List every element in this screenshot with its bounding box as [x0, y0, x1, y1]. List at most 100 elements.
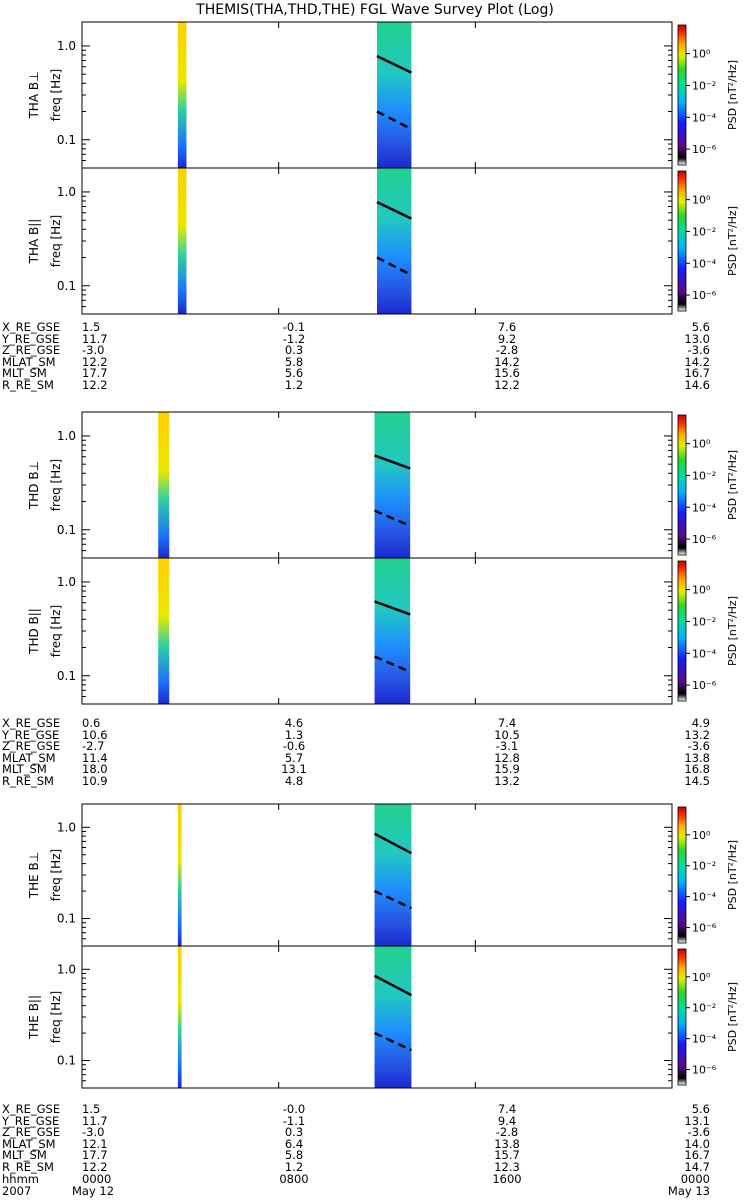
freq-axis-label: freq [Hz]: [49, 991, 63, 1043]
colorbar-label: PSD [nT²/Hz]: [726, 596, 739, 666]
ephemeris-value: 13.2: [684, 727, 710, 742]
solid-frequency-line: [373, 974, 413, 997]
colorbar-label: PSD [nT²/Hz]: [726, 60, 739, 130]
ephemeris-label: MLAT_SM: [2, 750, 56, 765]
spectrogram-panel: [158, 558, 411, 704]
ephemeris-value: 4.9: [691, 716, 710, 730]
ephemeris-value: -3.0: [82, 343, 105, 358]
ephemeris-value: 6.4: [284, 1136, 304, 1151]
y-tick-label: 0.1: [57, 912, 76, 926]
ephemeris-value: 1.5: [82, 320, 101, 334]
colorbar-label: PSD [nT²/Hz]: [726, 840, 739, 910]
ephemeris-value: 5.6: [284, 366, 304, 381]
ephemeris-label: Z_RE_GSE: [2, 1125, 61, 1140]
plot-title: THEMIS(THA,THD,THE) FGL Wave Survey Plot…: [196, 2, 554, 18]
ephemeris-table-tha: X_RE_GSE 1.5 -0.1 7.6 5.6 Y_RE_GSE 11.7 -1.2 9.2…: [0, 320, 750, 392]
ephemeris-value: 9.2: [497, 331, 517, 346]
colorbar-tick-label: 10⁻⁴: [692, 647, 717, 660]
ephemeris-value: 12.8: [494, 750, 520, 765]
ephemeris-value: -2.7: [82, 739, 105, 754]
ephemeris-row: MLAT_SM 12.2 5.8 14.2 14.2: [0, 354, 750, 369]
colorbar-tick-label: 10⁻²: [692, 860, 716, 873]
ephemeris-value: -3.6: [687, 343, 710, 358]
ephemeris-value: 14.2: [684, 354, 710, 369]
ephemeris-label: MLT_SM: [2, 762, 47, 777]
ephemeris-label: Y_RE_GSE: [2, 727, 60, 742]
spectrogram-panel: [177, 946, 413, 1088]
colorbar-tick-label: 10⁻⁴: [692, 257, 717, 270]
colorbar-tick-label: 10⁻⁶: [692, 679, 717, 692]
y-tick-label: 0.1: [57, 279, 76, 293]
ephemeris-value: 0.6: [82, 716, 101, 730]
ephemeris-row: X_RE_GSE 0.6 4.6 7.4 4.9: [0, 716, 750, 730]
ephemeris-value: -0.0: [282, 1102, 306, 1116]
ephemeris-row: MLAT_SM 12.1 6.4 13.8 14.0: [0, 1136, 750, 1151]
ephemeris-row: MLT_SM 17.7 5.6 15.6 16.7: [0, 368, 750, 380]
ephemeris-label: R_RE_SM: [2, 1159, 54, 1174]
colorbar: [677, 806, 687, 944]
panel-ylabel: THE B||: [27, 995, 41, 1040]
ephemeris-value: 12.2: [82, 1159, 108, 1174]
colorbar-tick-label: 10⁰: [692, 48, 711, 61]
freq-axis-label: freq [Hz]: [49, 69, 63, 121]
ephemeris-value: 13.0: [684, 331, 710, 346]
spectrogram-block: [177, 168, 187, 314]
dashed-frequency-line: [374, 509, 411, 528]
ephemeris-value: -3.6: [687, 1125, 710, 1140]
ephemeris-value: 7.4: [497, 716, 517, 730]
ephemeris-row: Y_RE_GSE 11.7 -1.2 9.2 13.0: [0, 331, 750, 346]
y-tick-label: 1.0: [57, 39, 76, 53]
ephemeris-row: R_RE_SM 12.2 1.2 12.3 14.7: [0, 1159, 750, 1174]
spectrogram-block: [177, 22, 187, 168]
ephemeris-table-the: X_RE_GSE 1.5 -0.0 7.4 5.6 Y_RE_GSE 11.7 -1.1 9.4…: [0, 1102, 750, 1174]
spectrogram-panel: [177, 168, 412, 314]
ephemeris-value: 16.8: [684, 762, 710, 777]
ephemeris-value: 1.2: [284, 377, 304, 392]
ephemeris-value: 12.2: [82, 377, 108, 392]
ephemeris-value: 13.8: [494, 1136, 520, 1151]
time-tick-3: 0000: [680, 1172, 710, 1186]
ephemeris-table-thd: X_RE_GSE 0.6 4.6 7.4 4.9 Y_RE_GSE 10.6 1.3 10.5 1…: [0, 716, 750, 788]
ephemeris-value: 15.6: [494, 366, 520, 381]
ephemeris-value: 1.3: [284, 727, 304, 742]
colorbar: [677, 948, 687, 1086]
colorbar-tick-label: 10⁰: [692, 829, 711, 842]
spectrogram-block: [177, 946, 182, 1088]
ephemeris-label: R_RE_SM: [2, 377, 54, 392]
ephemeris-label: Z_RE_GSE: [2, 343, 61, 358]
colorbar-tick-label: 10⁻⁴: [692, 111, 717, 124]
ephemeris-value: 13.1: [684, 1113, 710, 1128]
y-tick-label: 0.1: [57, 669, 76, 683]
colorbar-tick-label: 10⁻²: [692, 225, 716, 238]
time-tick-1: 0800: [279, 1172, 309, 1186]
colorbar-tick-label: 10⁰: [692, 194, 711, 207]
date-end-label: May 13: [667, 1183, 710, 1198]
spectrogram-block: [374, 558, 411, 704]
spectrogram-block: [377, 168, 412, 314]
ephemeris-value: 5.6: [691, 320, 710, 334]
ephemeris-value: 11.7: [82, 331, 108, 346]
colorbar-tick-label: 10⁻⁴: [692, 1033, 717, 1046]
time-tick-0: 0000: [82, 1172, 112, 1186]
ephemeris-value: 13.8: [684, 750, 710, 765]
ephemeris-value: 5.7: [284, 750, 304, 765]
colorbar: [677, 170, 687, 312]
ephemeris-value: 16.7: [684, 1148, 710, 1163]
panel-ylabel: THE B⊥: [27, 852, 41, 899]
solid-frequency-line: [376, 200, 412, 220]
ephemeris-value: 12.3: [494, 1159, 520, 1174]
spectrogram-block: [374, 412, 411, 558]
ephemeris-value: 1.5: [82, 1102, 101, 1116]
ephemeris-value: 10.9: [82, 773, 108, 788]
ephemeris-value: 5.6: [691, 1102, 710, 1116]
ephemeris-value: 14.0: [684, 1136, 710, 1151]
colorbar-tick-label: 10⁻⁶: [692, 143, 717, 156]
spectrogram-block: [374, 804, 412, 946]
colorbar-tick-label: 10⁰: [692, 971, 711, 984]
spectrogram-block: [377, 22, 412, 168]
dashed-frequency-line: [374, 655, 411, 674]
ephemeris-value: -3.1: [495, 739, 519, 754]
ephemeris-value: 4.6: [284, 716, 304, 730]
y-tick-label: 1.0: [57, 820, 76, 834]
